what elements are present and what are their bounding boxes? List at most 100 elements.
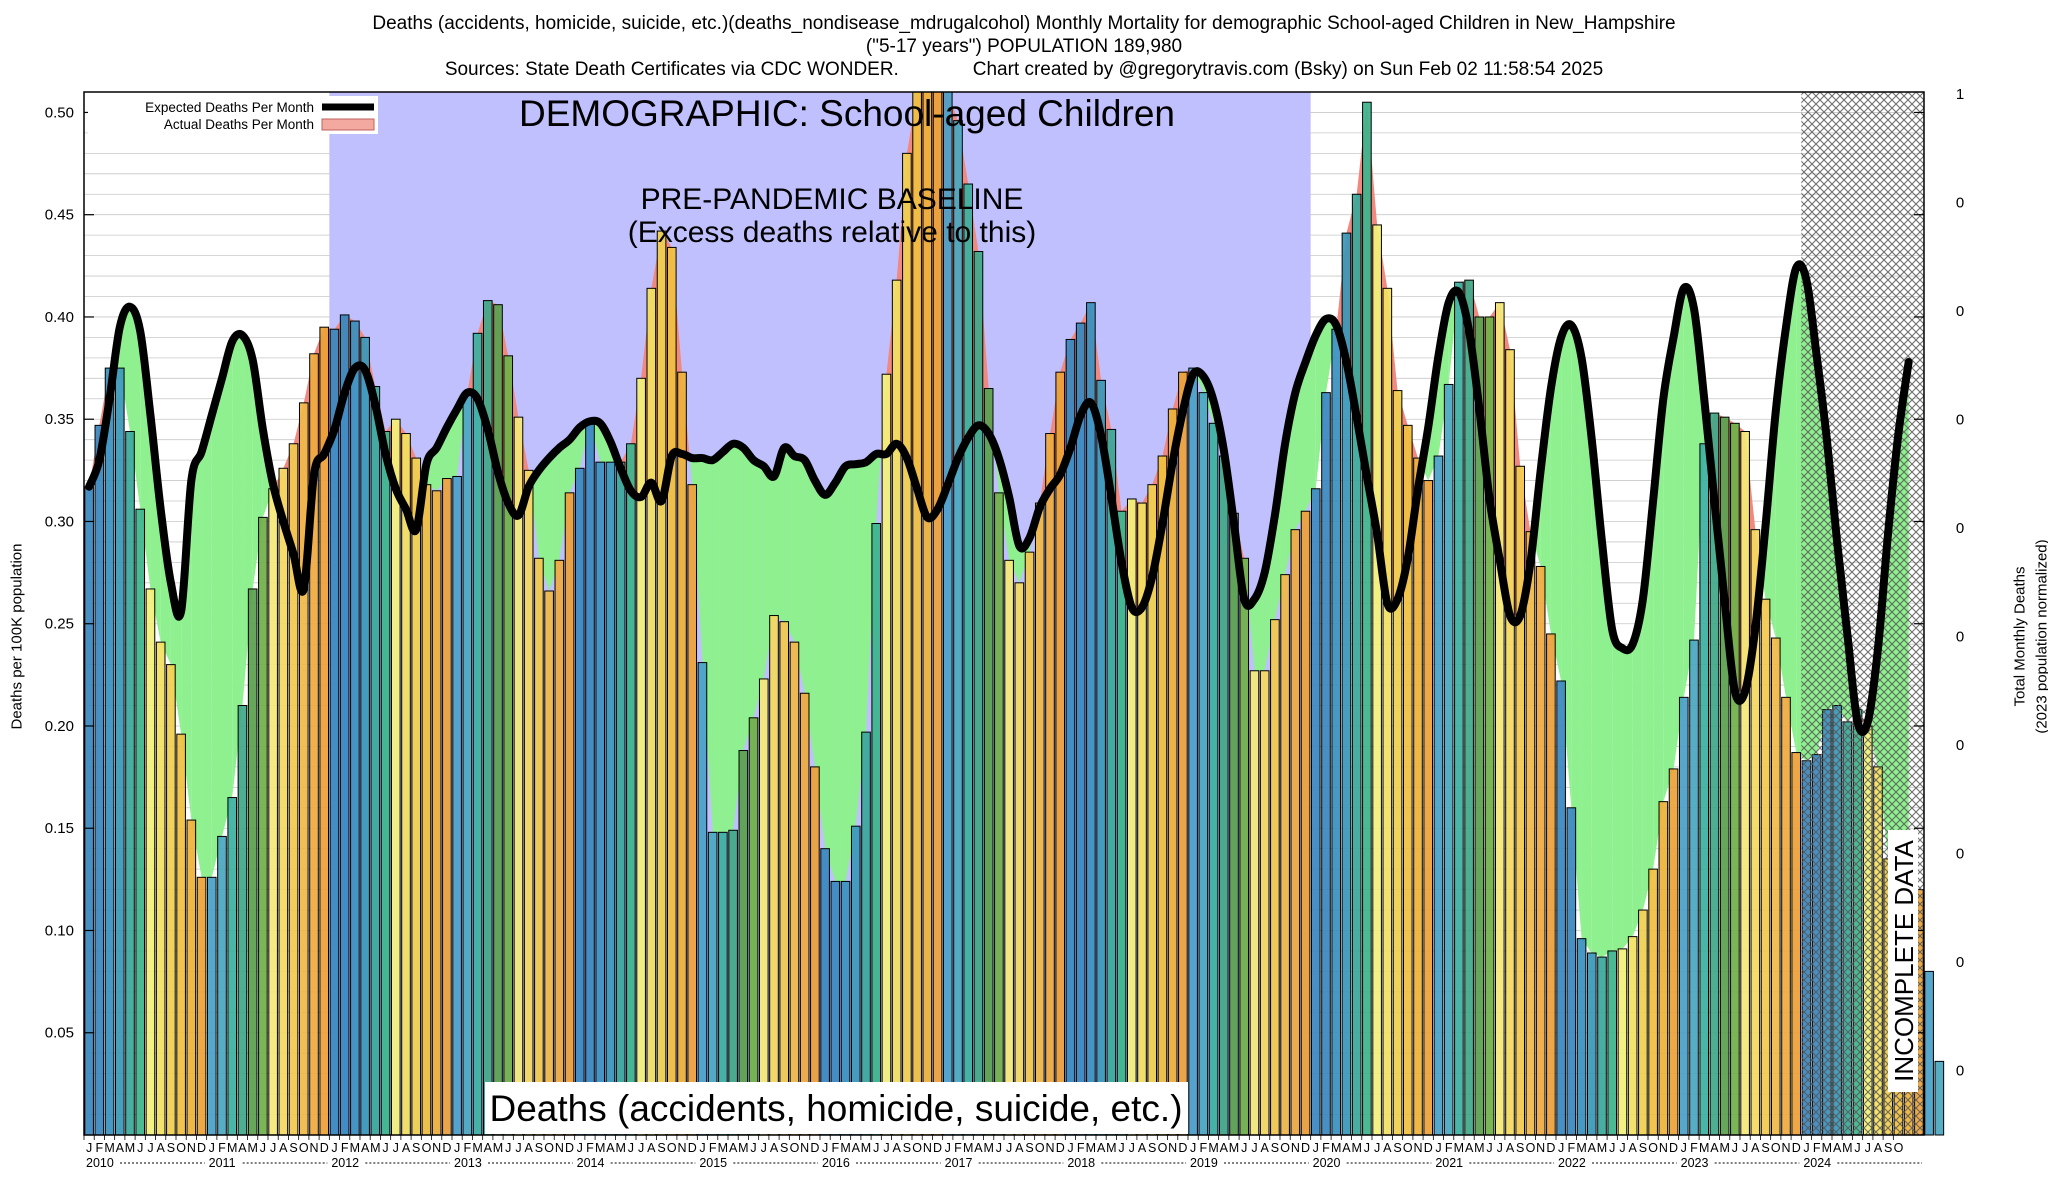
excess-deficit-fill (1571, 325, 1582, 939)
x-month-label: D (1178, 1141, 1187, 1155)
y-tick-label: 0.50 (45, 104, 74, 121)
excess-deficit-fill (590, 421, 601, 463)
x-month-label: M (104, 1141, 114, 1155)
x-month-label: F (832, 1141, 840, 1155)
bar (1556, 680, 1566, 1136)
x-month-label: M (983, 1141, 993, 1155)
bar (339, 314, 350, 1136)
y-tick-label: 0.40 (45, 309, 74, 326)
x-month-label: A (484, 1141, 493, 1155)
x-month-label: J (750, 1141, 756, 1155)
excess-deficit-fill (1305, 335, 1316, 512)
bar (1668, 768, 1679, 1136)
bar (227, 797, 238, 1136)
y-tick-label: 0.20 (45, 718, 74, 735)
excess-deficit-fill (1653, 398, 1664, 870)
legend-label-expected: Expected Deaths Per Month (145, 100, 314, 115)
bar (677, 371, 687, 1136)
x-month-label: D (1056, 1141, 1065, 1155)
x-month-label: M (125, 1141, 135, 1155)
bar (1290, 529, 1301, 1136)
bar (370, 385, 381, 1136)
excess-deficit-fill (784, 447, 795, 643)
x-month-label: J (1067, 1141, 1073, 1155)
bar (431, 490, 442, 1136)
bar (1351, 193, 1362, 1136)
bar (769, 615, 779, 1136)
x-month-label: A (361, 1141, 370, 1155)
x-month-label: M (1842, 1141, 1852, 1155)
x-month-label: F (709, 1141, 717, 1155)
bar (114, 367, 125, 1136)
bar (697, 662, 708, 1136)
excess-deficit-fill (689, 457, 693, 485)
bar (1535, 565, 1546, 1136)
x-month-label: A (1588, 1141, 1597, 1155)
x-year-label: 2018 (1067, 1156, 1095, 1170)
x-month-label: O (176, 1141, 186, 1155)
bar (268, 488, 278, 1136)
bar (503, 355, 514, 1136)
bar (1004, 559, 1014, 1136)
bar (84, 486, 94, 1136)
x-year-label: 2024 (1803, 1156, 1831, 1170)
x-month-label: M (1229, 1141, 1239, 1155)
bar (605, 461, 616, 1136)
x-month-label: M (738, 1141, 748, 1155)
x-month-label: S (1148, 1141, 1156, 1155)
excess-deficit-fill (712, 451, 723, 833)
bar (748, 717, 759, 1136)
bar (1638, 909, 1648, 1136)
x-month-label: S (1884, 1141, 1892, 1155)
y2-tick-label: 1 (1956, 86, 1964, 103)
y2-tick-label: 0 (1956, 411, 1964, 428)
bar (1024, 551, 1035, 1136)
bar (544, 590, 554, 1136)
excess-deficit-fill (1247, 599, 1255, 671)
x-month-label: N (1291, 1141, 1300, 1155)
excess-deficit-fill (1581, 357, 1592, 953)
x-month-label: O (1771, 1141, 1781, 1155)
x-month-label: A (156, 1141, 165, 1155)
y2-tick-label: 0 (1956, 845, 1964, 862)
bar (1494, 302, 1505, 1136)
excess-deficit-fill (722, 443, 734, 833)
excess-deficit-fill (814, 480, 826, 849)
bar (390, 418, 401, 1136)
bar (1055, 371, 1066, 1136)
bar (411, 457, 422, 1136)
bar (1770, 637, 1781, 1136)
x-month-label: J (515, 1141, 521, 1155)
bar (278, 467, 289, 1136)
x-month-label: M (861, 1141, 871, 1155)
bar (176, 733, 186, 1136)
x-month-label: J (883, 1141, 889, 1155)
x-month-label: S (1639, 1141, 1647, 1155)
x-month-label: J (945, 1141, 951, 1155)
bar (738, 750, 749, 1136)
x-month-label: A (116, 1141, 125, 1155)
excess-deficit-fill (549, 447, 560, 592)
bar (1730, 422, 1740, 1136)
bar (135, 508, 146, 1136)
excess-deficit-fill (1602, 541, 1613, 958)
bar (953, 120, 963, 1136)
chart-title-line-2: ("5-17 years") POPULATION 189,980 (865, 36, 1183, 57)
x-month-label: A (1833, 1141, 1842, 1155)
y2-tick-label: 0 (1956, 737, 1964, 754)
bar (1178, 371, 1188, 1136)
bar (380, 430, 391, 1136)
bar (1791, 752, 1802, 1136)
x-month-label: N (923, 1141, 932, 1155)
bar (247, 588, 258, 1136)
x-year-label: 2016 (822, 1156, 850, 1170)
y-tick-label: 0.25 (45, 616, 74, 633)
x-month-label: N (187, 1141, 196, 1155)
bar (1392, 390, 1403, 1136)
x-month-label: A (402, 1141, 411, 1155)
x-month-label: O (667, 1141, 677, 1155)
x-month-label: A (606, 1141, 615, 1155)
x-month-label: O (544, 1141, 554, 1155)
x-month-label: O (1526, 1141, 1536, 1155)
